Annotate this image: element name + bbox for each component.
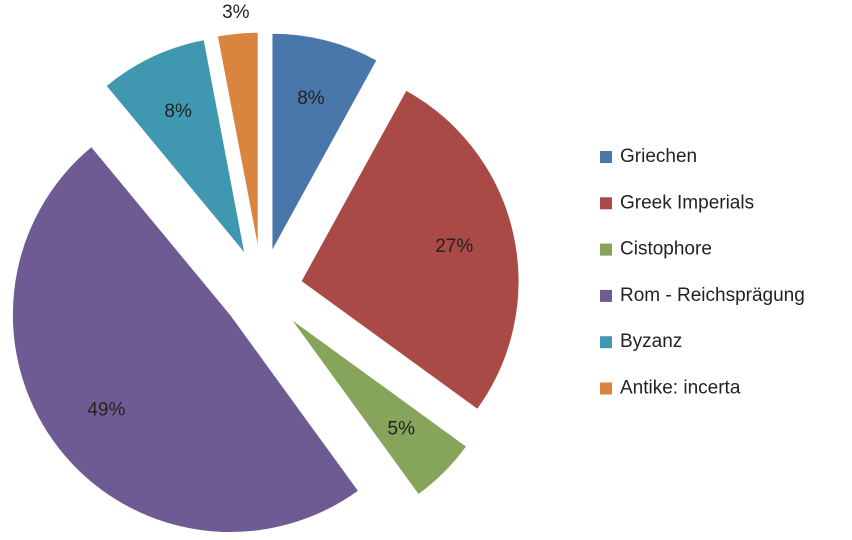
pie-slice [105, 39, 246, 255]
legend-swatch [600, 151, 612, 163]
legend-label: Byzanz [620, 331, 682, 352]
legend-swatch [600, 289, 612, 302]
data-label: 8% [297, 88, 325, 109]
data-label: 3% [222, 2, 250, 23]
legend-label: Griechen [620, 146, 697, 167]
legend-label: Greek Imperials [620, 192, 754, 213]
legend-swatch [600, 197, 612, 210]
data-label: 5% [388, 418, 416, 439]
data-label: 8% [164, 101, 192, 122]
pie-slice [216, 31, 259, 251]
data-label: 27% [435, 236, 473, 257]
legend-swatch [600, 243, 612, 256]
data-label: 49% [87, 400, 125, 421]
pie-slice [11, 145, 360, 534]
pie-slice [300, 89, 520, 411]
legend-swatch [600, 336, 612, 349]
pie-slice [289, 317, 468, 496]
pie-slice [271, 32, 378, 252]
legend-label: Antike: incerta [620, 378, 741, 399]
legend-label: Cistophore [620, 239, 712, 260]
legend-label: Rom - Reichsprägung [620, 285, 805, 306]
legend-swatch [600, 382, 612, 395]
